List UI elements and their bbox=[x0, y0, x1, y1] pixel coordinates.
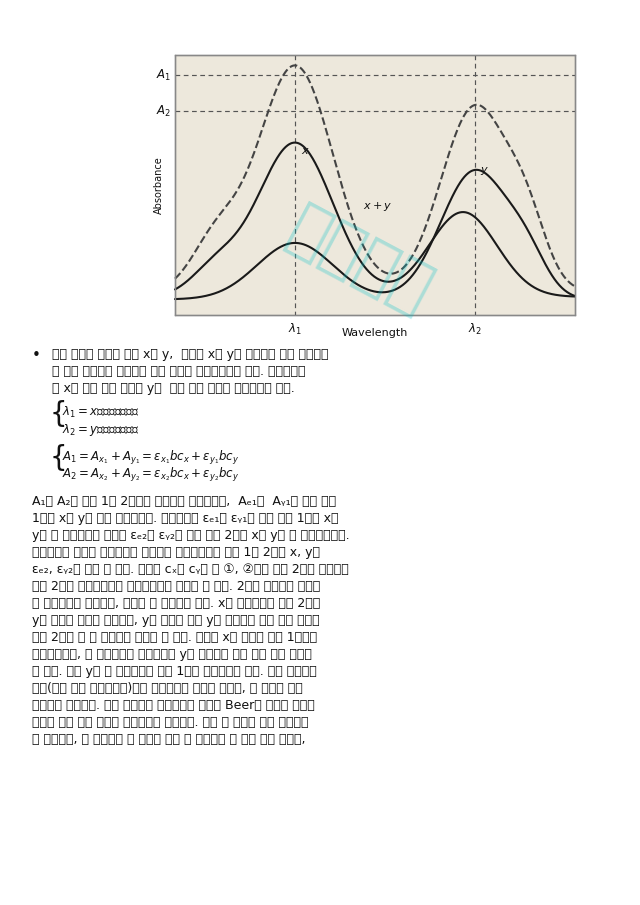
Text: y의 불 흡광계수인 반면에 εₑ₂와 εᵧ₂는 각각 파장 2에서 x와 y의 불 흡광계수이다.: y의 불 흡광계수인 반면에 εₑ₂와 εᵧ₂는 각각 파장 2에서 x와 y의… bbox=[32, 529, 349, 542]
Text: 방법으로 분석한다. 이맰 방법으로 측정하는데 있어서 Beer의 법칙이 우리가: 방법으로 분석한다. 이맰 방법으로 측정하는데 있어서 Beer의 법칙이 우… bbox=[32, 699, 315, 712]
Text: 더 진하다면, 그 흡광도는 타 물질에 비해 두 파장에서 다 크게 될지 모르며,: 더 진하다면, 그 흡광도는 타 물질에 비해 두 파장에서 다 크게 될지 모… bbox=[32, 733, 305, 746]
Text: y의 그것과 겹치지 않는다면, y의 농도는 마치 y가 혼합물에 있지 않는 것체럼: y의 그것과 겹치지 않는다면, y의 농도는 마치 y가 혼합물에 있지 않는… bbox=[32, 614, 319, 627]
Bar bbox=[175, 55, 575, 315]
Text: 흡광도로부터, 그 파장에서의 흡광도에서 y가 기여하는 것을 빼게 되면 계산될: 흡광도로부터, 그 파장에서의 흡광도에서 y가 기여하는 것을 빼게 되면 계… bbox=[32, 648, 312, 661]
Text: 다루는 모든 농도 범위에 적용된다고 가정한다. 만일 한 물질이 다른 물질보다: 다루는 모든 농도 범위에 적용된다고 가정한다. 만일 한 물질이 다른 물질… bbox=[32, 716, 308, 729]
Text: A₁과 A₂는 파장 1과 2에서의 혼합물의 흡광도이고,  Aₑ₁과  Aᵧ₁은 각각 파장: A₁과 A₂는 파장 1과 2에서의 혼합물의 흡광도이고, Aₑ₁과 Aᵧ₁은… bbox=[32, 495, 336, 508]
Text: 한 파장에서만 겹친다면, 해답은 더 간단하게 된다. x의 스펙트럼이 파장 2에서: 한 파장에서만 겹친다면, 해답은 더 간단하게 된다. x의 스펙트럼이 파장… bbox=[32, 597, 320, 610]
Text: $x$: $x$ bbox=[301, 146, 310, 156]
Text: 미리보기: 미리보기 bbox=[278, 196, 442, 323]
Text: 즉 x의 흡수 최대 파장과 y의  흡수 최대 파장을 선택하여야 한다.: 즉 x의 흡수 최대 파장과 y의 흡수 최대 파장을 선택하여야 한다. bbox=[52, 382, 295, 395]
Text: {: { bbox=[50, 399, 68, 427]
Text: 같은 농도의 순수한 물질 x와 y,  그리고 x와 y의 혼합물의 흡수 스펙트럼: 같은 농도의 순수한 물질 x와 y, 그리고 x와 y의 혼합물의 흡수 스펙… bbox=[52, 348, 328, 361]
Text: 수 있다. 물론 y의 불 흡광계수는 파장 1에서 측정되어야 한다. 만일 측정하는: 수 있다. 물론 y의 불 흡광계수는 파장 1에서 측정되어야 한다. 만일 … bbox=[32, 665, 317, 678]
Text: $A_2 = A_{x_2} + A_{y_2} = \epsilon_{x_2}bc_x + \epsilon_{y_2}bc_y$: $A_2 = A_{x_2} + A_{y_2} = \epsilon_{x_2… bbox=[62, 466, 239, 484]
Text: $\lambda_1$: $\lambda_1$ bbox=[288, 322, 302, 337]
Text: Absorbance: Absorbance bbox=[154, 157, 164, 214]
Text: $\lambda_2 = y$의최대흡수파장: $\lambda_2 = y$의최대흡수파장 bbox=[62, 422, 140, 438]
Text: 두 개의 미지수가 있으로두 번의 측정이 이루어져야만 한다. 측정파장은: 두 개의 미지수가 있으로두 번의 측정이 이루어져야만 한다. 측정파장은 bbox=[52, 365, 305, 378]
Text: 파장(보통 최대 흡광도에서)에서 스펙트럼의 겹침이 없다면, 각 물질은 보통: 파장(보통 최대 흡광도에서)에서 스펙트럼의 겹침이 없다면, 각 물질은 보… bbox=[32, 682, 303, 695]
Text: 되며 2개의 연립방정식의 해답으로부터 계산할 수 있다. 2개의 스펙트럼 곡선이: 되며 2개의 연립방정식의 해답으로부터 계산할 수 있다. 2개의 스펙트럼 … bbox=[32, 580, 320, 593]
Text: 1에서 x와 y에 의한 흡광도이다. 마족가지로 εₑ₁과 εᵧ₁은 각각 파장 1에서 x와: 1에서 x와 y에 의한 흡광도이다. 마족가지로 εₑ₁과 εᵧ₁은 각각 파… bbox=[32, 512, 339, 525]
Text: $\lambda_2$: $\lambda_2$ bbox=[468, 322, 482, 337]
Text: $A_2$: $A_2$ bbox=[156, 104, 171, 119]
Text: $A_1$: $A_1$ bbox=[156, 67, 171, 82]
Text: $y$: $y$ bbox=[480, 165, 489, 177]
Text: {: { bbox=[50, 443, 68, 472]
Text: $\lambda_1 = x$의최대흡수파장: $\lambda_1 = x$의최대흡수파장 bbox=[62, 405, 140, 420]
Text: $x + y$: $x + y$ bbox=[363, 200, 392, 213]
Text: $A_1 = A_{x_1} + A_{y_1} = \epsilon_{x_1}bc_x + \epsilon_{y_1}bc_y$: $A_1 = A_{x_1} + A_{y_1} = \epsilon_{x_1… bbox=[62, 449, 239, 467]
Text: 파장 2에서 한 번 측정으로 분석될 수 있다. 그러면 x의 농도는 파장 1에서의: 파장 2에서 한 번 측정으로 분석될 수 있다. 그러면 x의 농도는 파장 … bbox=[32, 631, 317, 644]
Text: Wavelength: Wavelength bbox=[342, 328, 408, 338]
Text: εₑ₂, εᵧ₂를 얻을 수 있다. 따라서 cₓ와 cᵧ는 식 ①, ②에서 단지 2개의 미지수가: εₑ₂, εᵧ₂를 얻을 수 있다. 따라서 cₓ와 cᵧ는 식 ①, ②에서 … bbox=[32, 563, 349, 576]
Text: •: • bbox=[32, 348, 41, 363]
Text: 기지농도의 순수한 용액에서의 흡광도를 측정함으로써 파장 1과 2에서 x, y의: 기지농도의 순수한 용액에서의 흡광도를 측정함으로써 파장 1과 2에서 x,… bbox=[32, 546, 320, 559]
